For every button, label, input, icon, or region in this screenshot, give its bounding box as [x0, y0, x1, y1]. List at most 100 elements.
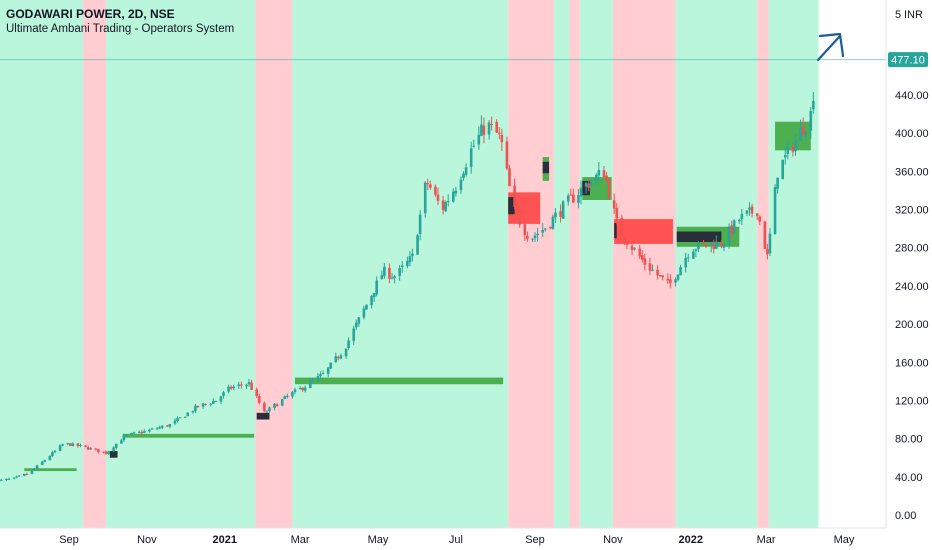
- candle-body: [388, 267, 391, 279]
- zone-dark-14: [676, 231, 722, 242]
- y-tick-label: 440.00: [895, 90, 929, 102]
- candle-body: [273, 403, 276, 408]
- candle-body: [339, 355, 343, 359]
- candle-body: [357, 317, 361, 324]
- candle-body: [768, 233, 772, 254]
- candle-body: [533, 235, 537, 239]
- candle-body: [597, 170, 601, 176]
- candle-body: [630, 245, 634, 251]
- candle-body: [748, 207, 751, 210]
- candle-body: [30, 470, 34, 474]
- candle-body: [669, 279, 672, 284]
- candle-body: [720, 242, 723, 247]
- candle-body: [132, 432, 136, 434]
- candle-body: [812, 100, 815, 110]
- last-price-tag: 477.10: [888, 52, 928, 68]
- candle-body: [643, 258, 647, 265]
- x-tick-label: 2021: [213, 534, 237, 546]
- regime-band-bearish-5: [508, 0, 555, 528]
- candle-body: [232, 386, 236, 389]
- candle-body: [559, 211, 562, 217]
- candle-body: [400, 265, 404, 267]
- candle-body: [773, 187, 777, 235]
- x-tick-label: Sep: [525, 534, 545, 546]
- candle-body: [107, 451, 110, 455]
- candle-body: [375, 280, 379, 295]
- currency-label: INR: [904, 9, 923, 21]
- candle-body: [620, 217, 624, 237]
- regime-band-bearish-11: [757, 0, 769, 528]
- candle-body: [625, 242, 629, 245]
- x-tick-label: Sep: [59, 534, 79, 546]
- candle-body: [204, 403, 207, 405]
- regime-band-bullish-8: [579, 0, 613, 528]
- candle-body: [638, 248, 642, 257]
- candle-body: [740, 213, 744, 220]
- candle-body: [549, 227, 552, 229]
- candle-body: [666, 278, 670, 281]
- candle-body: [112, 447, 115, 452]
- regime-band-bearish-1: [83, 0, 107, 528]
- candle-body: [692, 251, 695, 259]
- candle-body: [398, 268, 401, 276]
- candle-body: [577, 195, 580, 203]
- candle-body: [518, 213, 522, 225]
- price-axis-panel[interactable]: [886, 0, 932, 528]
- regime-band-bullish-10: [675, 0, 758, 528]
- candle-body: [640, 255, 644, 260]
- candle-body: [694, 249, 698, 252]
- time-axis-panel[interactable]: [0, 528, 886, 550]
- candle-body: [712, 244, 716, 250]
- candle-body: [321, 373, 325, 375]
- candle-body: [702, 242, 705, 244]
- candle-body: [730, 225, 733, 235]
- y-tick-label: 40.00: [895, 472, 923, 484]
- candle-body: [250, 382, 253, 390]
- candle-body: [697, 241, 700, 250]
- candle-body: [326, 367, 330, 374]
- x-tick-label: Nov: [603, 534, 623, 546]
- candle-body: [462, 173, 465, 179]
- candle-body: [76, 443, 80, 446]
- candle-body: [587, 183, 590, 188]
- candle-body: [804, 131, 807, 137]
- candle-body: [275, 404, 279, 407]
- candle-body: [766, 248, 769, 255]
- candle-body: [727, 226, 731, 245]
- y-tick-label: 360.00: [895, 166, 929, 178]
- candle-body: [515, 205, 519, 213]
- candle-body: [393, 276, 396, 279]
- candle-body: [148, 429, 151, 432]
- candle-body: [809, 111, 813, 131]
- candle-body: [569, 194, 573, 196]
- candle-body: [799, 127, 802, 141]
- candle-body: [303, 387, 307, 391]
- candle-body: [446, 201, 450, 203]
- candle-body: [214, 400, 218, 402]
- candle-body: [35, 465, 39, 469]
- candle-body: [68, 443, 72, 446]
- candle-body: [120, 440, 123, 444]
- candle-body: [482, 125, 486, 135]
- candle-body: [334, 356, 338, 362]
- up-arrow-annotation: [816, 32, 845, 62]
- candle-body: [265, 411, 269, 413]
- candle-body: [411, 253, 414, 257]
- y-axis: 0.00 40.00 80.00 120.00 160.00 200.00 240.00 28…: [895, 9, 929, 522]
- candle-body: [686, 257, 690, 259]
- zone-demand-2: [122, 433, 255, 438]
- candle-body: [186, 412, 190, 417]
- candle-body: [255, 389, 258, 396]
- candle-body: [648, 263, 652, 271]
- candle-body: [781, 159, 785, 180]
- candle-body: [704, 244, 708, 247]
- candle-body: [347, 340, 350, 349]
- candle-body: [298, 387, 302, 390]
- candle-body: [158, 427, 161, 429]
- candle-body: [469, 148, 473, 167]
- candle-body: [0, 479, 3, 481]
- zone-demand-0: [24, 468, 77, 472]
- candle-body: [344, 348, 348, 357]
- candle-body: [257, 396, 261, 403]
